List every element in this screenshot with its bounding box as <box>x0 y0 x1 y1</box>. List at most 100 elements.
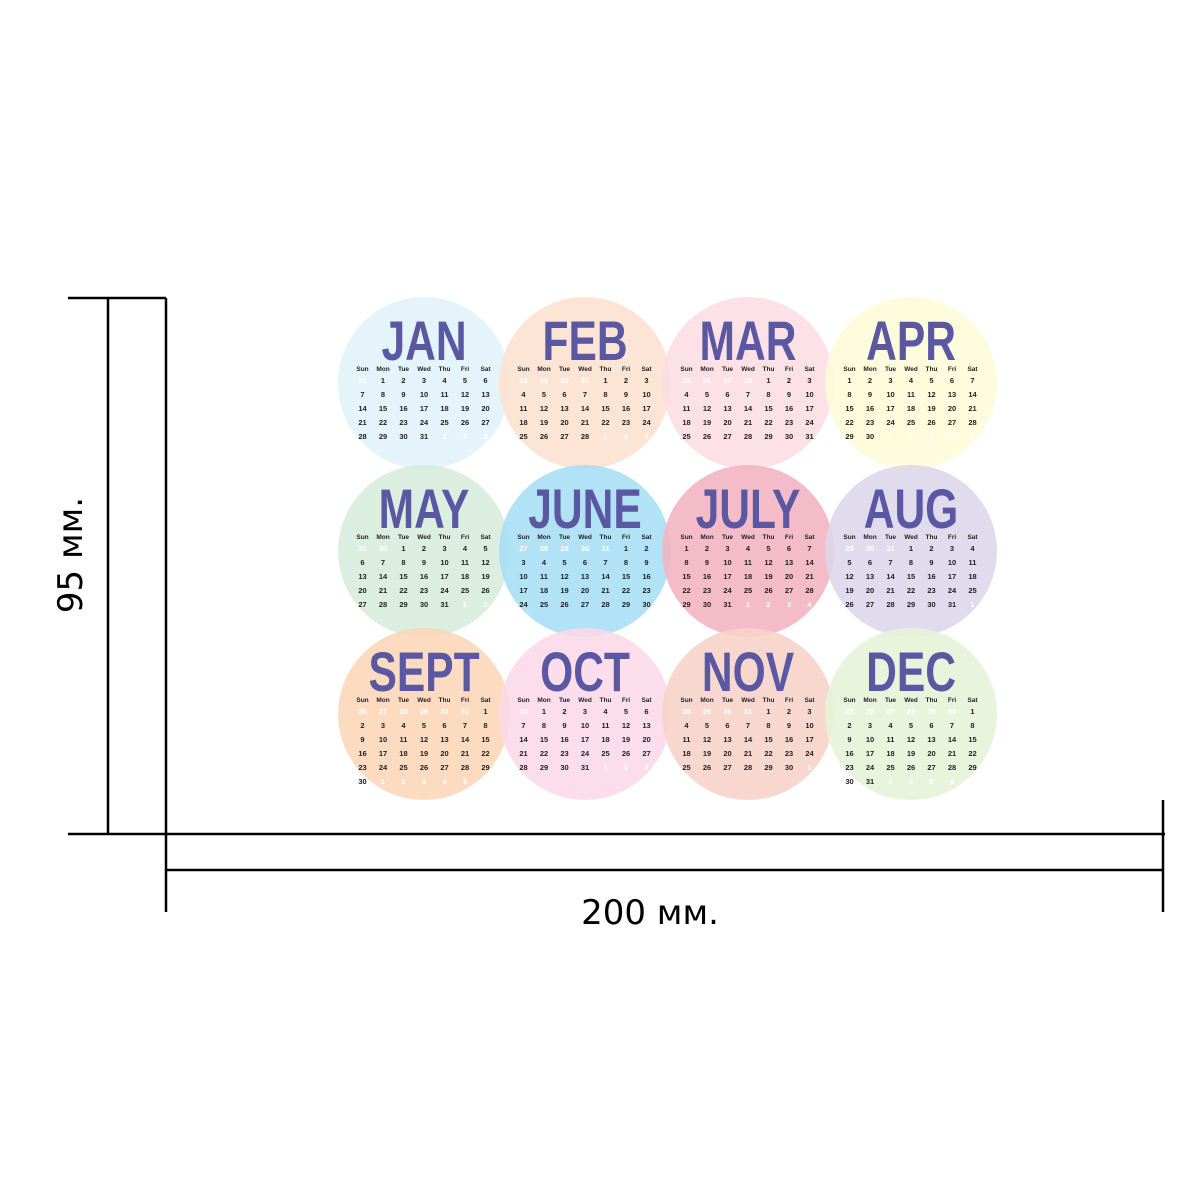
day: 24 <box>948 586 957 595</box>
day: 4 <box>746 544 751 553</box>
day: 10 <box>948 558 956 567</box>
day: 11 <box>441 390 449 399</box>
day: 11 <box>969 558 977 567</box>
day: 11 <box>887 735 895 744</box>
day: 26 <box>622 749 630 758</box>
weekday: Sat <box>641 534 652 541</box>
day: 27 <box>440 763 448 772</box>
day: 6 <box>483 777 487 786</box>
weekday: Thu <box>600 697 612 704</box>
month-circle <box>499 465 671 637</box>
day: 30 <box>845 777 853 786</box>
day: 3 <box>644 763 648 772</box>
weekday: Sun <box>843 534 855 541</box>
weekday: Sun <box>356 366 368 373</box>
weekday: Tue <box>559 697 570 704</box>
day: 12 <box>461 390 469 399</box>
day: 5 <box>705 721 709 730</box>
day: 1 <box>766 376 770 385</box>
day: 10 <box>440 558 448 567</box>
day: 22 <box>601 418 609 427</box>
day: 13 <box>581 572 589 581</box>
day: 2 <box>909 432 913 441</box>
day: 4 <box>950 777 955 786</box>
day: 10 <box>805 390 813 399</box>
day: 11 <box>744 558 752 567</box>
day: 23 <box>785 418 793 427</box>
day: 16 <box>845 749 853 758</box>
weekday: Wed <box>904 697 918 704</box>
day: 17 <box>379 749 387 758</box>
month-circle <box>499 297 671 469</box>
day: 19 <box>461 404 469 413</box>
weekday: Tue <box>559 534 570 541</box>
day: 23 <box>399 418 407 427</box>
day: 1 <box>463 600 467 609</box>
weekday: Tue <box>722 534 733 541</box>
day: 5 <box>483 544 487 553</box>
day: 7 <box>746 390 750 399</box>
day: 15 <box>540 735 548 744</box>
day: 25 <box>540 600 548 609</box>
day: 26 <box>866 707 874 716</box>
day: 3 <box>644 376 648 385</box>
day: 23 <box>622 418 630 427</box>
weekday: Mon <box>700 366 713 373</box>
day: 9 <box>787 390 791 399</box>
day: 27 <box>886 707 894 716</box>
day: 16 <box>622 404 630 413</box>
day: 23 <box>560 749 568 758</box>
day: 27 <box>948 418 956 427</box>
day: 19 <box>927 404 935 413</box>
day: 27 <box>560 432 568 441</box>
day: 2 <box>644 544 648 553</box>
day: 1 <box>807 763 811 772</box>
day: 15 <box>379 404 387 413</box>
day: 30 <box>560 376 568 385</box>
day: 28 <box>461 763 469 772</box>
day: 13 <box>927 735 935 744</box>
day: 20 <box>481 404 489 413</box>
day: 21 <box>805 572 813 581</box>
day: 9 <box>562 721 566 730</box>
day: 15 <box>845 404 853 413</box>
day: 1 <box>684 544 688 553</box>
day: 14 <box>461 735 470 744</box>
weekday: Mon <box>863 697 876 704</box>
weekday: Tue <box>398 534 409 541</box>
weekday: Fri <box>622 366 631 373</box>
day: 15 <box>682 572 690 581</box>
day: 28 <box>601 600 609 609</box>
day: 22 <box>682 586 690 595</box>
day: 4 <box>684 721 689 730</box>
day: 20 <box>560 418 568 427</box>
day: 2 <box>422 544 426 553</box>
day: 29 <box>358 544 366 553</box>
day: 27 <box>927 763 935 772</box>
month-title: OCT <box>540 640 630 703</box>
day: 8 <box>624 558 628 567</box>
day: 30 <box>948 707 956 716</box>
day: 31 <box>948 600 956 609</box>
day: 29 <box>481 763 489 772</box>
day: 7 <box>381 558 385 567</box>
day: 19 <box>420 749 428 758</box>
day: 16 <box>785 735 793 744</box>
day: 21 <box>519 749 527 758</box>
day: 1 <box>847 376 851 385</box>
day: 31 <box>886 544 894 553</box>
weekday: Sun <box>680 697 692 704</box>
day: 20 <box>785 572 793 581</box>
day: 10 <box>379 735 387 744</box>
day: 18 <box>744 572 752 581</box>
day: 19 <box>764 572 772 581</box>
day: 16 <box>642 572 650 581</box>
day: 15 <box>601 404 609 413</box>
day: 13 <box>723 735 731 744</box>
weekday: Fri <box>948 534 957 541</box>
weekday: Sun <box>680 366 692 373</box>
day: 21 <box>379 586 387 595</box>
day: 31 <box>805 432 813 441</box>
day: 31 <box>723 600 731 609</box>
